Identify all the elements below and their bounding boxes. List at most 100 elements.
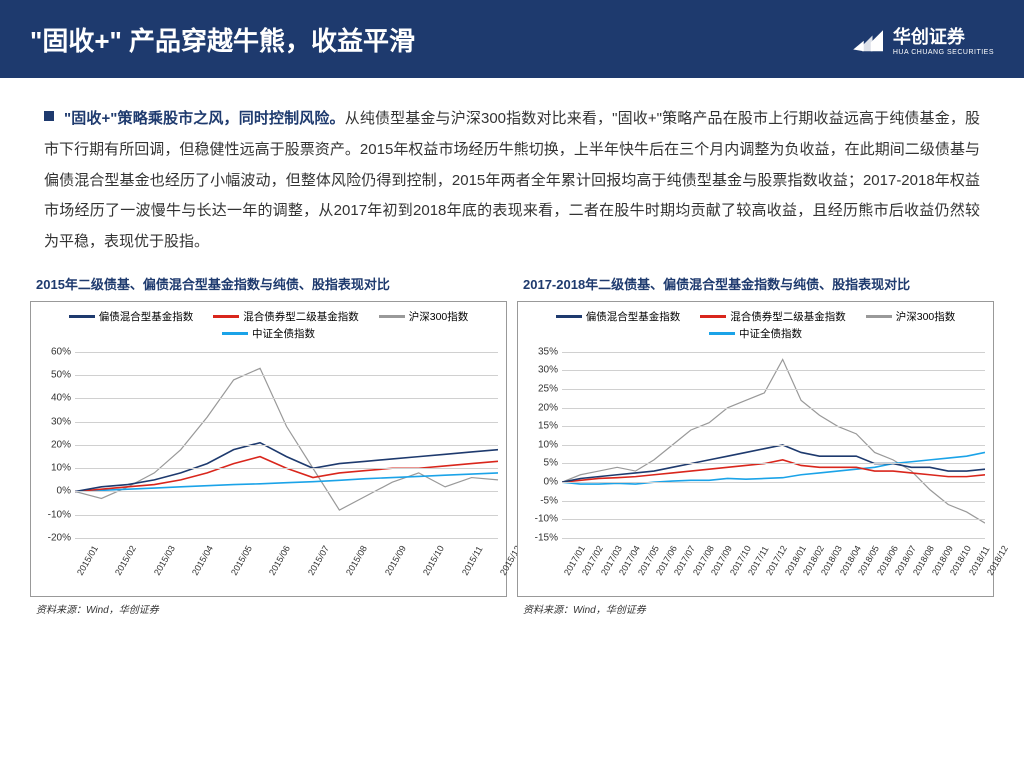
y-tick-label: 5%	[544, 458, 558, 469]
grid-line	[562, 463, 985, 464]
legend-label: 混合债券型二级基金指数	[243, 309, 359, 324]
logo-text-cn: 华创证券	[893, 23, 994, 49]
y-tick-label: -15%	[535, 532, 558, 543]
x-tick-label: 2015/05	[229, 544, 254, 577]
logo-icon	[851, 25, 887, 53]
y-axis: -15%-10%-5%0%5%10%15%20%25%30%35%	[518, 352, 562, 538]
chart-right-source: 资料来源：Wind，华创证券	[517, 597, 994, 616]
y-tick-label: -10%	[535, 514, 558, 525]
legend-item: 沪深300指数	[866, 309, 956, 324]
chart-left-source: 资料来源：Wind，华创证券	[30, 597, 507, 616]
x-tick-label: 2015/04	[190, 544, 215, 577]
y-tick-label: 20%	[538, 402, 558, 413]
bullet-icon	[44, 111, 54, 121]
grid-line	[562, 482, 985, 483]
chart-left-title: 2015年二级债基、偏债混合型基金指数与纯债、股指表现对比	[30, 274, 507, 293]
y-tick-label: -5%	[540, 495, 558, 506]
legend-swatch	[556, 315, 582, 318]
grid-line	[75, 491, 498, 492]
chart-right-column: 2017-2018年二级债基、偏债混合型基金指数与纯债、股指表现对比 偏债混合型…	[517, 274, 994, 616]
y-tick-label: 0%	[57, 486, 71, 497]
y-tick-label: -20%	[48, 532, 71, 543]
grid-line	[75, 515, 498, 516]
y-tick-label: 20%	[51, 439, 71, 450]
legend-swatch	[69, 315, 95, 318]
series-line-hs300	[562, 359, 985, 523]
y-tick-label: 60%	[51, 346, 71, 357]
x-axis: 2015/01 2015/02 2015/03 2015/04 2015/05 2015/…	[75, 538, 498, 596]
x-tick-label: 2015/11	[460, 544, 485, 577]
grid-line	[75, 468, 498, 469]
chart-legend: 偏债混合型基金指数 混合债券型二级基金指数 沪深300指数中证全债指数	[518, 302, 993, 344]
grid-line	[75, 398, 498, 399]
legend-swatch	[866, 315, 892, 318]
grid-line	[562, 501, 985, 502]
grid-line	[562, 352, 985, 353]
legend-swatch	[700, 315, 726, 318]
chart-left-column: 2015年二级债基、偏债混合型基金指数与纯债、股指表现对比 偏债混合型基金指数 混…	[30, 274, 507, 616]
body-paragraph: "固收+"策略乘股市之风，同时控制风险。从纯债型基金与沪深300指数对比来看，"…	[0, 78, 1024, 268]
legend-swatch	[213, 315, 239, 318]
plot-area	[75, 352, 498, 538]
chart-right-box: 偏债混合型基金指数 混合债券型二级基金指数 沪深300指数中证全债指数 -15% -10…	[517, 301, 994, 597]
y-tick-label: 30%	[538, 365, 558, 376]
grid-line	[75, 445, 498, 446]
grid-line	[75, 422, 498, 423]
legend-label: 偏债混合型基金指数	[99, 309, 194, 324]
legend-item: 混合债券型二级基金指数	[213, 309, 359, 324]
legend-label: 中证全债指数	[739, 326, 802, 341]
legend-item: 偏债混合型基金指数	[69, 309, 194, 324]
slide-title: "固收+" 产品穿越牛熊，收益平滑	[30, 21, 415, 58]
legend-swatch	[222, 332, 248, 335]
series-line-hunhe	[75, 456, 498, 491]
legend-label: 沪深300指数	[409, 309, 469, 324]
y-tick-label: 30%	[51, 416, 71, 427]
legend-item: 沪深300指数	[379, 309, 469, 324]
chart-left-box: 偏债混合型基金指数 混合债券型二级基金指数 沪深300指数中证全债指数 -20% -10…	[30, 301, 507, 597]
legend-item: 中证全债指数	[222, 326, 315, 341]
x-tick-label: 2015/08	[344, 544, 369, 577]
x-tick-label: 2015/07	[306, 544, 331, 577]
series-line-zhongzheng	[562, 452, 985, 484]
slide-header: "固收+" 产品穿越牛熊，收益平滑 华创证券 HUA CHUANG SECURI…	[0, 0, 1024, 78]
x-tick-label: 2015/03	[152, 544, 177, 577]
y-tick-label: 25%	[538, 383, 558, 394]
x-tick-label: 2015/02	[113, 544, 138, 577]
body-content: 从纯债型基金与沪深300指数对比来看，"固收+"策略产品在股市上行期收益远高于纯…	[44, 110, 980, 250]
grid-line	[562, 519, 985, 520]
y-tick-label: -10%	[48, 509, 71, 520]
grid-line	[562, 408, 985, 409]
y-tick-label: 40%	[51, 393, 71, 404]
grid-line	[562, 389, 985, 390]
y-tick-label: 35%	[538, 346, 558, 357]
x-tick-label: 2015/06	[267, 544, 292, 577]
x-axis: 2017/012017/022017/032017/042017/052017/…	[562, 538, 985, 596]
grid-line	[562, 445, 985, 446]
plot-area	[562, 352, 985, 538]
legend-item: 偏债混合型基金指数	[556, 309, 681, 324]
y-tick-label: 50%	[51, 370, 71, 381]
legend-label: 中证全债指数	[252, 326, 315, 341]
legend-swatch	[379, 315, 405, 318]
x-tick-label: 2015/09	[383, 544, 408, 577]
grid-line	[75, 352, 498, 353]
chart-right-title: 2017-2018年二级债基、偏债混合型基金指数与纯债、股指表现对比	[517, 274, 994, 293]
x-tick-label: 2015/01	[75, 544, 100, 577]
chart-legend: 偏债混合型基金指数 混合债券型二级基金指数 沪深300指数中证全债指数	[31, 302, 506, 344]
y-tick-label: 10%	[51, 463, 71, 474]
x-tick-label: 2015/10	[421, 544, 446, 577]
legend-label: 偏债混合型基金指数	[586, 309, 681, 324]
y-tick-label: 0%	[544, 476, 558, 487]
legend-swatch	[709, 332, 735, 335]
grid-line	[562, 370, 985, 371]
lead-sentence: "固收+"策略乘股市之风，同时控制风险。	[64, 110, 345, 127]
company-logo: 华创证券 HUA CHUANG SECURITIES	[851, 23, 994, 56]
y-tick-label: 15%	[538, 421, 558, 432]
grid-line	[562, 426, 985, 427]
legend-item: 中证全债指数	[709, 326, 802, 341]
legend-item: 混合债券型二级基金指数	[700, 309, 846, 324]
y-tick-label: 10%	[538, 439, 558, 450]
grid-line	[75, 375, 498, 376]
y-axis: -20%-10%0%10%20%30%40%50%60%	[31, 352, 75, 538]
logo-text-en: HUA CHUANG SECURITIES	[893, 49, 994, 56]
